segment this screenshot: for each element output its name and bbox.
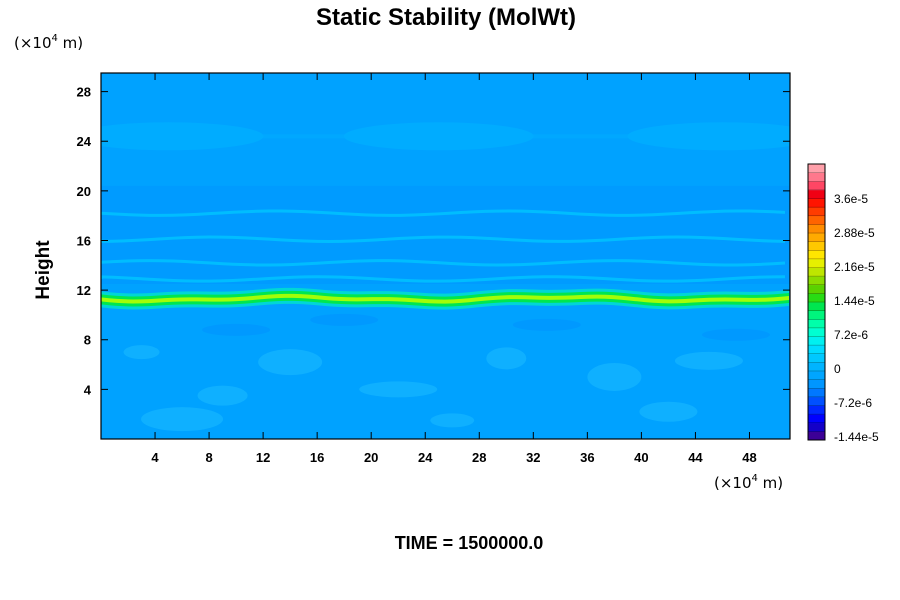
y-tick-label: 20 — [77, 184, 91, 199]
x-tick-label: 24 — [418, 450, 433, 465]
colorbar-swatch — [808, 345, 825, 355]
high-layer-line — [101, 134, 790, 139]
y-axis: 4 8 12 16 20 24 28 — [77, 85, 790, 397]
plot-area — [100, 72, 791, 440]
y-tick-label: 24 — [77, 134, 92, 149]
x-axis-unit: (×104 m) — [714, 473, 783, 492]
lower-eddy — [359, 381, 438, 398]
colorbar-label: 1.44e-5 — [834, 294, 875, 308]
lower-eddy — [587, 362, 642, 391]
y-tick-label: 8 — [84, 333, 91, 348]
colorbar-swatch — [808, 250, 825, 260]
colorbar-swatch — [808, 258, 825, 268]
chart-title: Static Stability (MolWt) — [316, 4, 576, 31]
lower-eddy — [197, 385, 248, 406]
tropopause-shelf — [101, 185, 790, 284]
lower-eddy — [486, 347, 527, 370]
y-tick-label: 4 — [84, 382, 92, 397]
y-tick-label: 28 — [77, 85, 91, 100]
colorbar-swatch — [808, 379, 825, 389]
time-annotation: TIME = 1500000.0 — [395, 533, 544, 553]
stability-streak — [101, 259, 786, 267]
lower-pocket — [202, 323, 271, 336]
colorbar-swatch — [808, 293, 825, 303]
x-tick-label: 40 — [634, 450, 648, 465]
colorbar-label: 2.88e-5 — [834, 226, 875, 240]
colorbar-swatch — [808, 207, 825, 217]
colorbar-swatch — [808, 267, 825, 277]
colorbar-label: 2.16e-5 — [834, 260, 875, 274]
colorbar-swatch — [808, 353, 825, 363]
colorbar-swatch — [808, 181, 825, 191]
colorbar-swatch — [808, 319, 825, 329]
x-tick-label: 8 — [205, 450, 212, 465]
colorbar-label: 0 — [834, 362, 841, 376]
lower-pocket — [701, 328, 770, 341]
colorbar-swatch — [808, 371, 825, 381]
stability-field — [101, 73, 790, 439]
colorbar-label: -1.44e-5 — [834, 430, 879, 444]
colorbar-swatch — [808, 189, 825, 199]
lower-pocket — [512, 318, 581, 331]
x-tick-label: 20 — [364, 450, 378, 465]
x-tick-label: 32 — [526, 450, 540, 465]
colorbar-label: 3.6e-5 — [834, 192, 868, 206]
x-tick-label: 48 — [742, 450, 756, 465]
lower-eddy — [639, 401, 698, 422]
x-tick-label: 36 — [580, 450, 594, 465]
lower-eddy — [674, 351, 743, 370]
stability-streak — [101, 209, 786, 217]
y-tick-label: 12 — [77, 283, 91, 298]
x-tick-label: 4 — [151, 450, 159, 465]
colorbar-swatch — [808, 172, 825, 182]
colorbar-swatch — [808, 224, 825, 234]
colorbar-frame — [807, 163, 826, 441]
colorbar-swatch — [808, 233, 825, 243]
colorbar-swatch — [808, 327, 825, 337]
colorbar-swatch — [808, 396, 825, 406]
colorbar-swatch — [808, 215, 825, 225]
lower-eddy — [123, 345, 160, 360]
stability-streak — [101, 275, 786, 283]
colorbar-swatch — [808, 388, 825, 398]
lower-pocket — [310, 313, 379, 326]
colorbar-swatch — [808, 422, 825, 432]
plot-frame — [100, 72, 791, 440]
x-tick-label: 28 — [472, 450, 486, 465]
stable-band-core — [101, 293, 789, 304]
x-tick-label: 12 — [256, 450, 270, 465]
x-tick-label: 16 — [310, 450, 324, 465]
colorbar-swatch — [808, 241, 825, 251]
lower-eddy — [258, 349, 323, 376]
colorbar-swatch — [808, 362, 825, 372]
x-tick-label: 44 — [688, 450, 703, 465]
colorbar-swatch — [808, 431, 825, 441]
colorbar-swatch — [808, 276, 825, 286]
y-tick-label: 16 — [77, 233, 91, 248]
colorbar-swatch — [808, 302, 825, 312]
y-axis-unit: (×104 m) — [14, 33, 83, 52]
colorbar-swatch — [808, 414, 825, 424]
stability-streak — [101, 235, 786, 243]
colorbar: 3.6e-5 2.88e-5 2.16e-5 1.44e-5 7.2e-6 0 -7.2e-… — [807, 163, 879, 444]
lower-eddy — [430, 413, 475, 428]
colorbar-swatch — [808, 405, 825, 415]
y-axis-label: Height — [33, 240, 54, 300]
lower-eddy — [141, 407, 224, 432]
colorbar-swatch — [808, 164, 825, 174]
colorbar-swatch — [808, 336, 825, 346]
colorbar-swatch — [808, 310, 825, 320]
colorbar-label: -7.2e-6 — [834, 396, 872, 410]
x-axis: 4 8 12 16 20 24 28 32 36 40 44 48 — [151, 73, 757, 465]
colorbar-swatch — [808, 198, 825, 208]
colorbar-swatch — [808, 284, 825, 294]
colorbar-label: 7.2e-6 — [834, 328, 868, 342]
